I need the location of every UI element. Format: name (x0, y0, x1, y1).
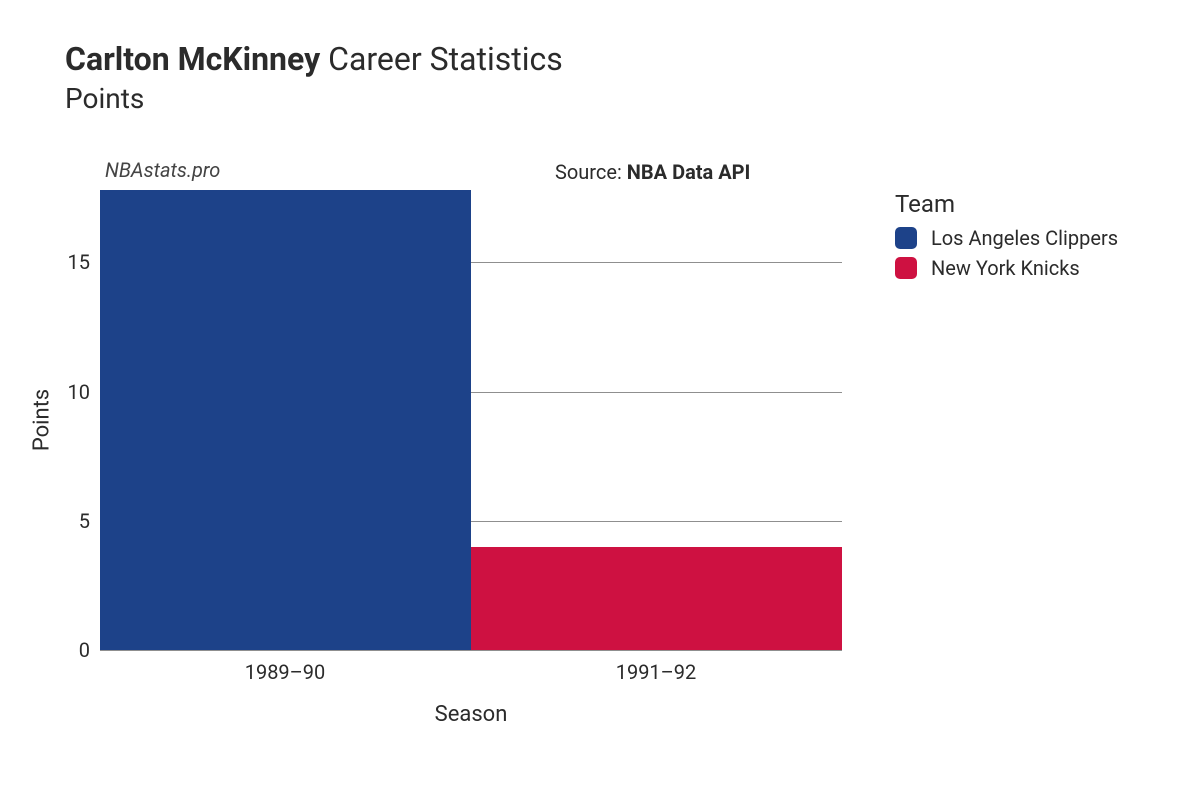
legend-item-label: New York Knicks (931, 256, 1080, 280)
legend-item: Los Angeles Clippers (895, 226, 1118, 250)
chart-title-suffix: Career Statistics (320, 40, 563, 78)
chart-subtitle: Points (65, 82, 563, 115)
y-tick-label: 5 (79, 509, 90, 533)
x-axis-title: Season (435, 702, 508, 727)
legend-item-label: Los Angeles Clippers (931, 226, 1118, 250)
legend: Team Los Angeles Clippers New York Knicks (895, 190, 1118, 286)
y-axis-title: Points (30, 389, 55, 451)
plot-region: 0510151989–901991–92 (100, 190, 842, 650)
legend-swatch (895, 227, 917, 249)
x-tick-label: 1989–90 (245, 660, 326, 684)
legend-swatch (895, 257, 917, 279)
page-root: Carlton McKinney Career Statistics Point… (0, 0, 1200, 800)
y-tick-label: 10 (68, 380, 90, 404)
chart-area: 0510151989–901991–92 (100, 190, 842, 650)
legend-title: Team (895, 190, 1118, 218)
bar (471, 547, 842, 650)
x-axis-baseline (100, 650, 842, 651)
source-prefix: Source: (555, 160, 627, 184)
y-tick-label: 15 (68, 250, 90, 274)
chart-title-block: Carlton McKinney Career Statistics Point… (65, 40, 563, 115)
y-tick-label: 0 (79, 638, 90, 662)
watermark-label: NBAstats.pro (105, 158, 220, 182)
bar (100, 190, 471, 650)
source-label: Source: NBA Data API (555, 160, 750, 184)
x-tick-label: 1991–92 (616, 660, 697, 684)
legend-item: New York Knicks (895, 256, 1118, 280)
chart-title-player-name: Carlton McKinney (65, 40, 320, 78)
chart-title: Carlton McKinney Career Statistics (65, 40, 563, 78)
source-name: NBA Data API (627, 160, 751, 184)
